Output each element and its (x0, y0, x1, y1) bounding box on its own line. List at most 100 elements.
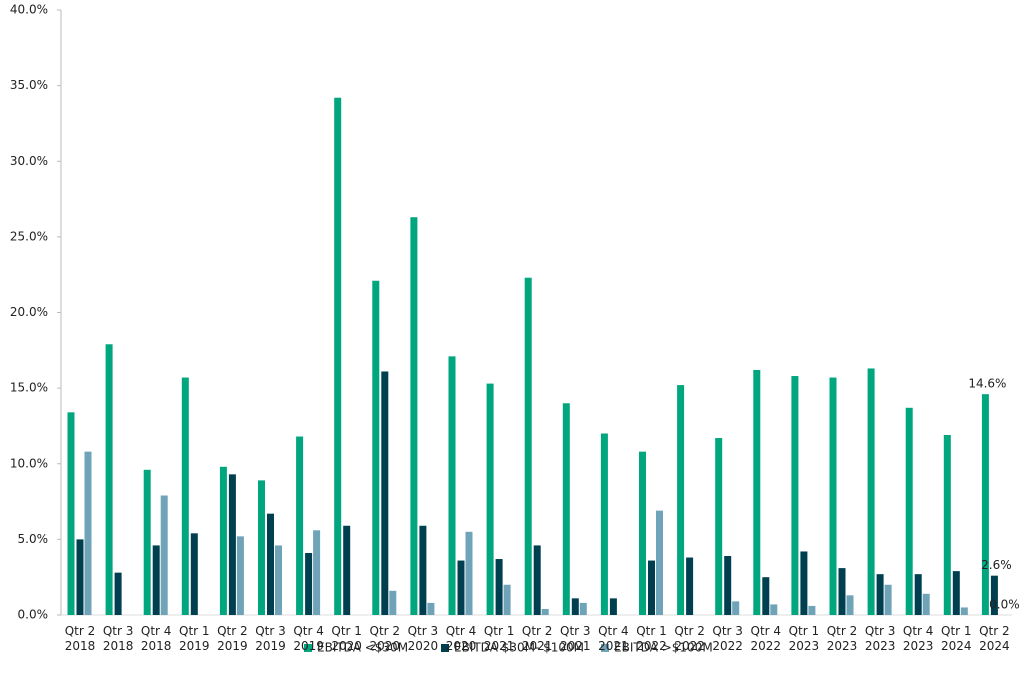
bar (943, 435, 951, 615)
legend-swatch (304, 644, 312, 652)
x-tick-label: Qtr 4 2022 (750, 624, 782, 653)
y-tick-label: 20.0% (10, 305, 48, 319)
bar (753, 369, 761, 615)
x-tick-label: Qtr 2 2024 (979, 624, 1010, 653)
bar (732, 601, 740, 615)
bar (313, 530, 321, 615)
bar (372, 280, 380, 615)
y-tick-label: 30.0% (10, 154, 48, 168)
bar (236, 536, 244, 615)
bar (533, 545, 541, 615)
bar (914, 574, 922, 615)
bar (296, 436, 304, 615)
x-tick-label: Qtr 1 2019 (179, 624, 210, 653)
bar (905, 407, 913, 615)
bar (410, 217, 418, 615)
bar (486, 383, 494, 615)
bar (648, 560, 655, 615)
bar (267, 513, 274, 615)
x-tick-label: Qtr 3 2022 (712, 624, 743, 653)
x-tick-label: Qtr 1 2023 (788, 624, 820, 653)
bar (990, 575, 998, 615)
x-tick-label: Qtr 3 2021 (560, 624, 591, 653)
legend-label: EBITDA $30M- $100M (454, 641, 584, 655)
legend-swatch (441, 644, 449, 652)
legend-label: EBITDA >$100M (614, 641, 713, 655)
x-tick-label: Qtr 3 2020 (407, 624, 439, 653)
x-tick-label: Qtr 2 2021 (521, 624, 553, 653)
bar (884, 584, 892, 615)
bar (465, 531, 473, 615)
bar (876, 574, 884, 615)
bar (495, 559, 503, 615)
x-tick-label: Qtr 2 2023 (826, 624, 858, 653)
bar (981, 394, 989, 615)
bar (579, 602, 587, 615)
x-tick-label: Qtr 2 2018 (64, 624, 96, 653)
y-tick-label: 35.0% (10, 78, 48, 92)
bar (228, 474, 236, 615)
bar (846, 595, 854, 615)
bar (600, 433, 608, 615)
bar (639, 451, 646, 615)
data-label: 2.6% (981, 558, 1012, 572)
bar (609, 598, 617, 615)
x-tick-label: Qtr 4 2020 (445, 624, 477, 653)
bar (715, 438, 723, 615)
bar (762, 577, 770, 615)
x-tick-label: Qtr 4 2021 (598, 624, 629, 653)
bar (389, 590, 397, 615)
y-tick-label: 5.0% (18, 532, 49, 546)
bar (427, 602, 435, 615)
bar (219, 466, 227, 615)
x-tick-label: Qtr 3 2019 (255, 624, 286, 653)
x-tick-label: Qtr 4 2018 (140, 624, 172, 653)
bar (952, 571, 960, 615)
bar (562, 403, 570, 615)
bar (571, 598, 579, 615)
bar (143, 469, 151, 615)
x-tick-label: Qtr 4 2023 (902, 624, 934, 653)
bar (152, 545, 160, 615)
bar (160, 495, 168, 615)
data-label: 14.6% (968, 377, 1006, 391)
x-tick-label: Qtr 1 2022 (636, 624, 667, 653)
bar (838, 568, 846, 615)
bar (448, 356, 456, 615)
bar (105, 344, 113, 615)
x-tick-label: Qtr 3 2018 (102, 624, 134, 653)
bar (381, 371, 389, 615)
bar (343, 525, 351, 615)
x-tick-label: Qtr 3 2023 (864, 624, 896, 653)
x-tick-label: Qtr 1 2021 (483, 624, 515, 653)
bar (503, 584, 511, 615)
x-tick-label: Qtr 1 2020 (331, 624, 362, 653)
bar (67, 412, 75, 615)
bar (114, 572, 122, 615)
bar (829, 377, 837, 615)
bar (275, 545, 282, 615)
y-tick-label: 10.0% (10, 456, 48, 470)
bar (724, 556, 732, 615)
bar (419, 525, 427, 615)
y-tick-label: 15.0% (10, 381, 48, 395)
bar (960, 607, 968, 615)
y-tick-label: 25.0% (10, 229, 48, 243)
bar (334, 97, 342, 616)
bar (656, 510, 663, 615)
bar (190, 533, 198, 615)
data-label: 0.0% (989, 598, 1020, 612)
bar (922, 593, 930, 615)
bar (770, 604, 778, 615)
bar (76, 539, 84, 615)
bar (541, 608, 549, 615)
bar (258, 480, 265, 615)
y-tick-label: 0.0% (18, 608, 49, 622)
bar (457, 560, 465, 615)
x-tick-label: Qtr 1 2024 (941, 624, 972, 653)
legend-swatch (601, 644, 609, 652)
bar (808, 605, 816, 615)
bar (84, 451, 92, 615)
